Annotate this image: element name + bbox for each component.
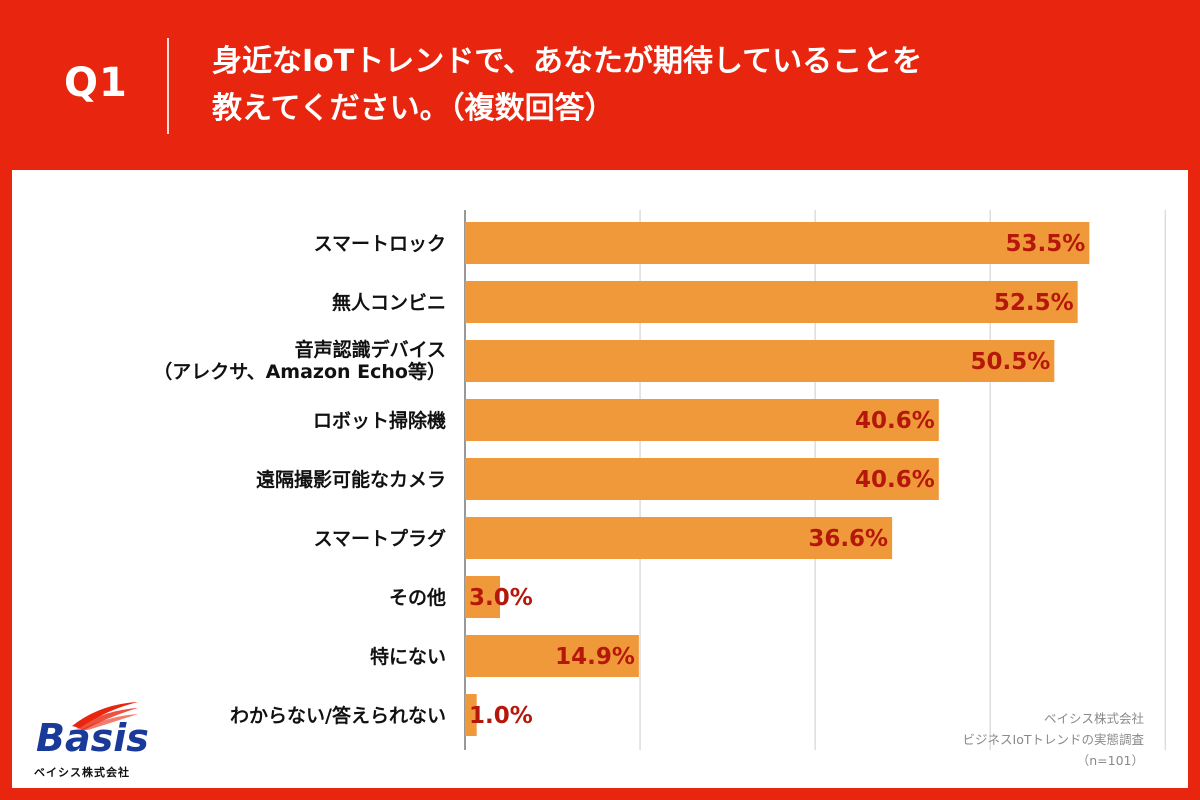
- bar: [465, 694, 477, 736]
- category-label: その他: [389, 586, 446, 609]
- question-title-line2: 教えてください。（複数回答）: [212, 91, 615, 126]
- logo-company: ベイシス株式会社: [34, 766, 130, 779]
- value-label: 53.5%: [1006, 231, 1086, 257]
- bar: [465, 399, 939, 441]
- question-title: 身近なIoTトレンドで、あなたが期待していることを 教えてください。（複数回答）: [212, 38, 1112, 132]
- source-sample: （n=101）: [1076, 753, 1144, 768]
- category-label: スマートロック: [314, 233, 446, 255]
- bar: [465, 340, 1055, 382]
- source-note: ベイシス株式会社 ビジネスIoTトレンドの実態調査 （n=101）: [963, 708, 1144, 771]
- bar: [465, 576, 501, 618]
- category-label-line: ロボット掃除機: [313, 409, 446, 432]
- value-label: 52.5%: [994, 290, 1074, 316]
- value-label: 40.6%: [855, 467, 935, 493]
- value-label: 40.6%: [855, 408, 935, 434]
- logo-wordmark: Basis: [36, 716, 149, 760]
- bar: [465, 635, 639, 677]
- category-label: わからない/答えられない: [230, 704, 446, 727]
- question-number: Q1: [64, 60, 128, 106]
- category-label: 無人コンビニ: [332, 291, 446, 314]
- category-label: 特にない: [370, 646, 446, 668]
- category-label-line: その他: [389, 586, 446, 609]
- bar: [465, 222, 1090, 264]
- value-label: 50.5%: [971, 349, 1051, 375]
- value-label: 3.0%: [469, 585, 533, 611]
- category-label-line: 無人コンビニ: [332, 291, 446, 314]
- category-label-line: 特にない: [370, 646, 446, 668]
- bar: [465, 281, 1078, 323]
- category-label-line: スマートロック: [314, 233, 446, 255]
- category-label-line: スマートプラグ: [314, 527, 446, 550]
- bars: [465, 222, 1090, 736]
- category-label: スマートプラグ: [314, 527, 446, 550]
- header: Q1 身近なIoTトレンドで、あなたが期待していることを 教えてください。（複数…: [0, 0, 1200, 170]
- logo-swoosh-icon: [72, 702, 138, 730]
- question-title-line1: 身近なIoTトレンドで、あなたが期待していることを: [212, 44, 923, 79]
- source-survey: ビジネスIoTトレンドの実態調査: [962, 732, 1144, 747]
- bar: [465, 517, 893, 559]
- basis-logo: Basis ベイシス株式会社: [22, 700, 162, 784]
- category-label: 音声認識デバイス（アレクサ、Amazon Echo等）: [153, 338, 446, 383]
- category-label-line: （アレクサ、Amazon Echo等）: [153, 360, 446, 383]
- category-label-line: わからない/答えられない: [230, 704, 446, 727]
- category-label-line: 音声認識デバイス: [295, 338, 446, 361]
- source-company: ベイシス株式会社: [1043, 711, 1144, 726]
- value-labels: 53.5% 52.5% 50.5% 40.6% 40.6% 36.6% 3.0% 14.9% 1…: [469, 231, 1085, 729]
- header-divider: [167, 38, 169, 134]
- category-label-line: 遠隔撮影可能なカメラ: [256, 468, 446, 491]
- category-label: ロボット掃除機: [313, 409, 446, 432]
- value-label: 14.9%: [555, 644, 635, 670]
- value-label: 36.6%: [808, 526, 888, 552]
- category-label: 遠隔撮影可能なカメラ: [256, 468, 446, 491]
- chart-panel: スマートロック無人コンビニ音声認識デバイス（アレクサ、Amazon Echo等）…: [12, 170, 1188, 788]
- value-label: 1.0%: [469, 703, 533, 729]
- bar: [465, 458, 939, 500]
